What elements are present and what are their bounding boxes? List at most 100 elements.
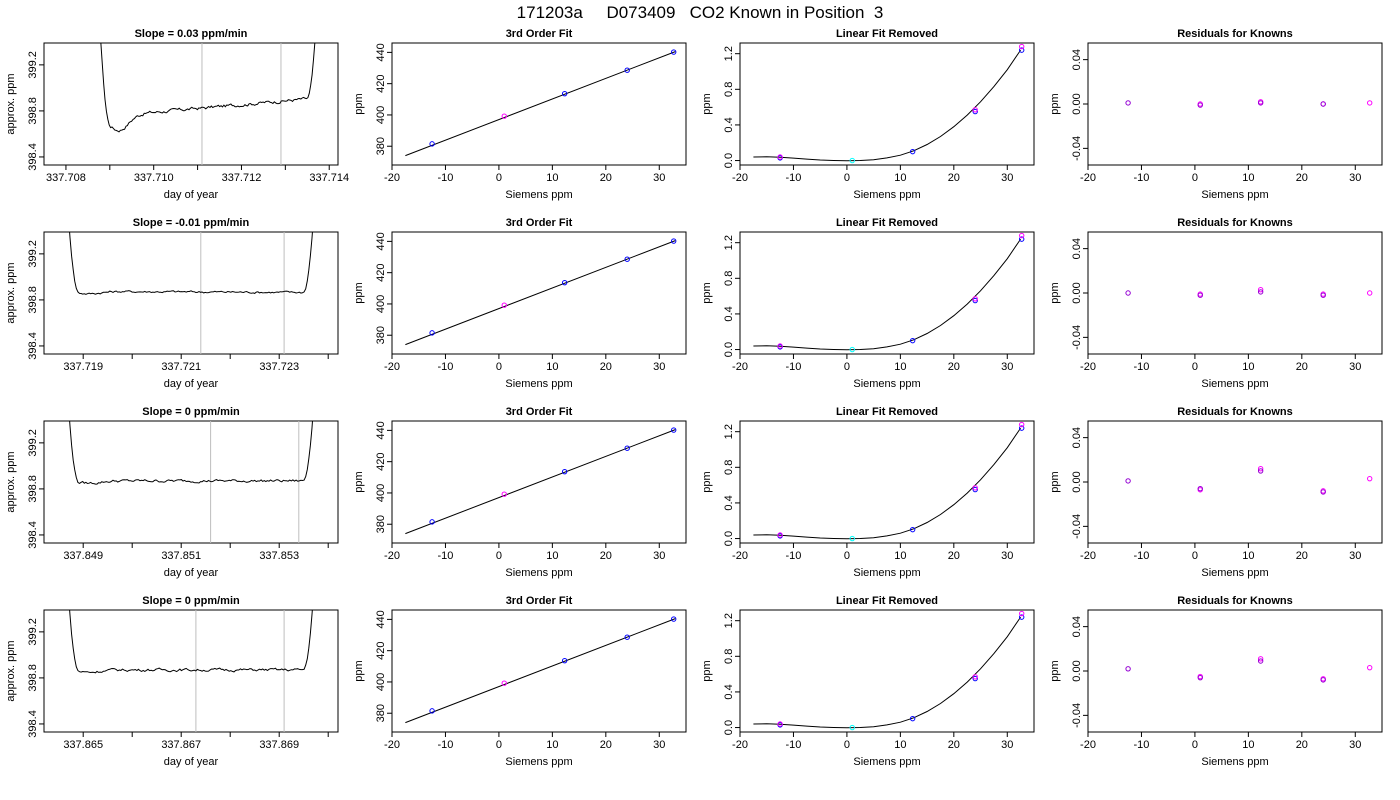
- data-point: [561, 468, 568, 475]
- x-tick-label: 20: [600, 361, 612, 373]
- data-point: [1197, 292, 1203, 298]
- x-tick-label: -10: [1134, 361, 1150, 373]
- data-point: [1019, 614, 1025, 620]
- concentration-trace: [69, 421, 313, 485]
- x-tick-label: -10: [438, 172, 454, 184]
- x-tick-label: 0: [496, 739, 502, 751]
- data-point: [1367, 664, 1373, 671]
- data-point: [1367, 290, 1373, 296]
- y-axis-label: ppm: [1049, 282, 1061, 303]
- x-tick-label: -20: [384, 172, 400, 184]
- plot-frame: [43, 420, 339, 544]
- x-tick-label: -20: [384, 550, 400, 562]
- data-point: [972, 486, 978, 493]
- y-tick-label: 0.04: [1071, 427, 1083, 448]
- data-point: [849, 157, 855, 164]
- data-point: [561, 657, 568, 664]
- x-tick-label: 10: [546, 172, 558, 184]
- x-tick-label: 0: [496, 172, 502, 184]
- plot-frame: [739, 42, 1035, 166]
- linear-fit-removed-panel: Linear Fit Removed -20 -10 0 10 20 30 0.0 0.4 0.8…: [701, 217, 1035, 390]
- data-point: [777, 343, 783, 349]
- y-tick-label: 1.2: [723, 235, 735, 250]
- x-tick-label: -20: [1080, 550, 1096, 562]
- panel-title: 3rd Order Fit: [506, 595, 573, 607]
- data-point: [1197, 102, 1203, 108]
- panel-title: 3rd Order Fit: [506, 406, 573, 418]
- data-point: [1125, 290, 1131, 296]
- y-tick-label: 1.2: [723, 424, 735, 439]
- x-tick-label: 30: [653, 361, 665, 373]
- y-tick-label: 400: [375, 106, 387, 124]
- panel-title: Residuals for Knowns: [1177, 217, 1293, 229]
- x-tick-label: 30: [1001, 550, 1013, 562]
- x-axis-label: Siemens ppm: [1201, 756, 1268, 768]
- linear-fit-removed-panel: Linear Fit Removed -20 -10 0 10 20 30 0.0 0.4 0.8…: [701, 406, 1035, 579]
- y-axis-label: ppm: [1049, 93, 1061, 114]
- data-point: [1320, 677, 1326, 683]
- x-tick-label: 20: [1296, 361, 1308, 373]
- x-axis-label: Siemens ppm: [505, 378, 572, 390]
- x-tick-label: -10: [438, 739, 454, 751]
- x-tick-label: -10: [1134, 550, 1150, 562]
- x-axis-label: Siemens ppm: [853, 756, 920, 768]
- data-point: [1257, 465, 1264, 472]
- x-tick-label: 337.723: [259, 361, 299, 373]
- x-tick-label: 30: [1001, 739, 1013, 751]
- x-tick-label: -10: [1134, 172, 1150, 184]
- x-tick-label: 337.867: [161, 739, 201, 751]
- x-tick-label: 20: [1296, 739, 1308, 751]
- y-tick-label: 0.00: [1071, 471, 1083, 492]
- data-point: [1197, 674, 1203, 681]
- y-axis-label: approx. ppm: [5, 640, 17, 701]
- x-tick-label: 30: [1349, 172, 1361, 184]
- data-point: [501, 113, 507, 119]
- plot-frame: [43, 231, 339, 355]
- third-order-fit-panel: 3rd Order Fit -20 -10 0 10 20 30 380 400 420 440 Si…: [353, 406, 687, 579]
- data-point: [624, 256, 630, 262]
- y-tick-label: 0.00: [1071, 93, 1083, 114]
- data-point: [624, 634, 630, 640]
- data-point: [501, 491, 507, 497]
- y-tick-label: 440: [375, 610, 387, 628]
- plot-frame: [43, 609, 339, 733]
- residual-curve: [753, 616, 1022, 729]
- y-tick-label: -0.04: [1071, 136, 1083, 161]
- data-point: [624, 67, 630, 73]
- residuals-panel: Residuals for Knowns -20 -10 0 10 20 30 -0.04 0.…: [1049, 406, 1383, 579]
- x-tick-label: -20: [1080, 361, 1096, 373]
- x-tick-label: 30: [1349, 550, 1361, 562]
- x-tick-label: 337.869: [259, 739, 299, 751]
- x-tick-label: -10: [786, 172, 802, 184]
- x-tick-label: 10: [894, 361, 906, 373]
- data-point: [429, 330, 435, 336]
- concentration-trace: [100, 43, 316, 133]
- y-axis-label: ppm: [701, 282, 713, 303]
- data-point: [1019, 236, 1025, 242]
- data-point: [1019, 43, 1025, 50]
- data-point: [1125, 666, 1131, 672]
- y-tick-label: 0.4: [723, 684, 735, 699]
- y-axis-label: ppm: [701, 471, 713, 492]
- data-point: [1367, 100, 1373, 106]
- fit-line: [405, 240, 676, 346]
- y-tick-label: 398.8: [27, 286, 39, 314]
- panel-title: Slope = -0.01 ppm/min: [133, 217, 250, 229]
- x-tick-label: 20: [600, 739, 612, 751]
- data-point: [1019, 47, 1025, 53]
- y-tick-label: 1.2: [723, 46, 735, 61]
- data-point: [1019, 421, 1025, 428]
- x-tick-label: -10: [786, 739, 802, 751]
- x-axis-label: Siemens ppm: [1201, 567, 1268, 579]
- x-tick-label: 0: [844, 361, 850, 373]
- fit-line: [405, 51, 676, 157]
- data-point: [429, 519, 435, 525]
- x-axis-label: Siemens ppm: [1201, 378, 1268, 390]
- x-tick-label: -10: [438, 550, 454, 562]
- x-tick-label: 30: [653, 550, 665, 562]
- y-axis-label: ppm: [1049, 471, 1061, 492]
- y-tick-label: 398.8: [27, 475, 39, 503]
- y-tick-label: 399.2: [27, 240, 39, 268]
- y-tick-label: 398.8: [27, 97, 39, 125]
- x-tick-label: 0: [1192, 550, 1198, 562]
